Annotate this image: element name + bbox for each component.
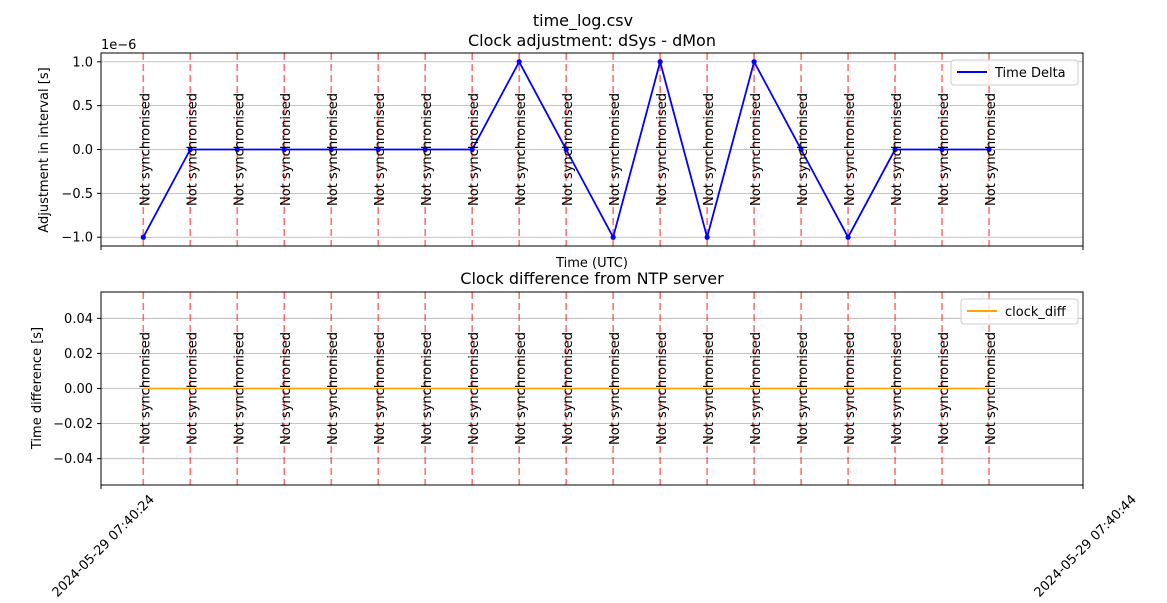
not-synchronised-label: Not synchronised [937,332,952,445]
y-tick-label: 0.0 [72,143,93,158]
not-synchronised-label: Not synchronised [138,93,153,206]
data-point [610,234,616,240]
data-point [328,146,334,153]
y-tick-label: −0.04 [53,452,93,467]
data-point [704,234,710,240]
not-synchronised-label: Not synchronised [984,93,999,206]
not-synchronised-label: Not synchronised [420,93,435,206]
not-synchronised-label: Not synchronised [514,332,529,445]
not-synchronised-label: Not synchronised [655,332,670,445]
legend-label-time-delta: Time Delta [994,66,1066,81]
annotation-lines-adjustment [142,53,990,246]
not-synchronised-label: Not synchronised [608,332,623,445]
not-synchronised-label: Not synchronised [749,332,764,445]
not-synchronised-label: Not synchronised [326,93,341,206]
frame-clock-diff [100,291,1084,486]
data-point [751,59,757,65]
not-synchronised-label: Not synchronised [655,93,670,206]
data-point [140,234,146,240]
not-synchronised-label: Not synchronised [279,332,294,445]
not-synchronised-label: Not synchronised [702,93,717,206]
figure-title: time_log.csv [533,11,633,31]
subplot-adjustment-title: Clock adjustment: dSys - dMon [468,31,716,50]
not-synchronised-label: Not synchronised [232,332,247,445]
data-point [657,59,663,65]
not-synchronised-label: Not synchronised [937,93,952,206]
not-synchronised-label: Not synchronised [984,332,999,445]
not-synchronised-label: Not synchronised [138,332,153,445]
y-tick-label: 0.00 [64,382,93,397]
frame-adjustment [100,52,1084,247]
annotation-lines-clock-diff [142,292,990,485]
not-synchronised-label: Not synchronised [326,332,341,445]
not-synchronised-label: Not synchronised [373,332,388,445]
subplot-clock-diff: Clock difference from NTP server Time di… [30,269,1140,600]
data-point [234,146,240,153]
not-synchronised-label: Not synchronised [843,332,858,445]
not-synchronised-label: Not synchronised [796,93,811,206]
series-adjustment [140,58,992,241]
not-synchronised-label: Not synchronised [467,332,482,445]
not-synchronised-label: Not synchronised [796,332,811,445]
legend-clock-diff: clock_diff [960,298,1079,325]
legend-label-clock-diff: clock_diff [1005,305,1067,320]
subplot-clock-diff-title: Clock difference from NTP server [460,269,724,288]
data-point [798,146,804,153]
not-synchronised-label: Not synchronised [514,93,529,206]
y-tick-label: −0.5 [61,187,93,202]
not-synchronised-label: Not synchronised [373,93,388,206]
not-synchronised-label: Not synchronised [608,93,623,206]
data-point [469,146,475,153]
y-tick-label: −0.02 [53,417,93,432]
not-synchronised-label: Not synchronised [890,93,905,206]
not-synchronised-label: Not synchronised [185,332,200,445]
not-synchronised-label: Not synchronised [843,93,858,206]
data-point [845,234,851,240]
not-synchronised-label: Not synchronised [561,332,576,445]
not-synchronised-label: Not synchronised [702,332,717,445]
x-axis-label: Time (UTC) [555,256,628,271]
not-synchronised-label: Not synchronised [279,93,294,206]
annotation-labels-clock-diff: Not synchronised Not synchronised Not sync… [138,332,999,445]
annotation-labels-adjustment: Not synchronised Not synchronised Not sync… [138,93,999,206]
y-axis-label-clock-diff: Time difference [s] [30,327,45,450]
y-offset-label: 1e−6 [101,38,136,53]
data-point [939,146,945,153]
not-synchronised-label: Not synchronised [890,332,905,445]
not-synchronised-label: Not synchronised [185,93,200,206]
not-synchronised-label: Not synchronised [232,93,247,206]
legend-adjustment: Time Delta [950,59,1079,86]
not-synchronised-label: Not synchronised [561,93,576,206]
not-synchronised-label: Not synchronised [420,332,435,445]
not-synchronised-label: Not synchronised [467,93,482,206]
data-point [422,146,428,153]
not-synchronised-label: Not synchronised [749,93,764,206]
data-point [986,146,992,153]
y-tick-label: −1.0 [61,231,93,246]
y-tick-label: 0.02 [64,347,93,362]
legend-box-clock-diff [960,298,1079,325]
legend-box-adjustment [950,59,1079,86]
data-point [892,146,898,153]
data-point [563,146,569,153]
data-point [187,146,193,153]
y-tick-label: 0.04 [64,312,93,327]
data-point [375,146,381,153]
subplot-adjustment: Clock adjustment: dSys - dMon 1e−6 Adjus… [37,31,1084,271]
y-tick-label: 0.5 [72,99,93,114]
y-tick-label: 1.0 [72,55,93,70]
data-point [281,146,287,153]
data-point [516,59,522,65]
y-axis-label-adjustment: Adjustment in interval [s] [37,67,52,232]
